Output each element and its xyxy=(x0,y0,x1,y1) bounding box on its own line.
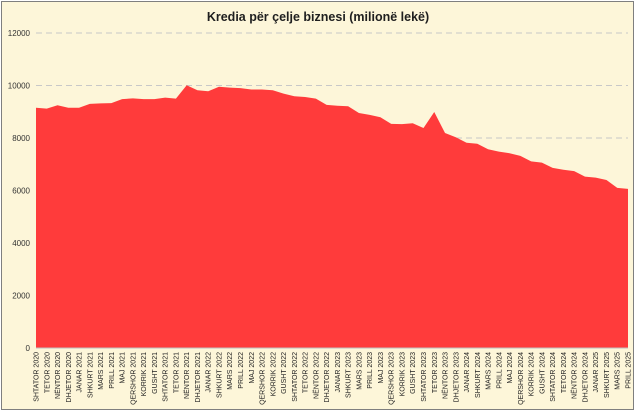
x-tick-label-46: KORRIK 2024 xyxy=(529,352,536,396)
y-tick-label-6: 12000 xyxy=(8,29,31,38)
y-tick-label-5: 10000 xyxy=(8,82,31,91)
x-tick-label-25: TETOR 2022 xyxy=(303,352,310,393)
x-tick-label-24: SHTATOR 2022 xyxy=(292,352,299,402)
x-tick-label-50: NËNTOR 2024 xyxy=(571,352,579,399)
x-tick-label-18: MARS 2022 xyxy=(227,352,234,390)
x-tick-label-32: MAJ 2023 xyxy=(378,352,385,384)
x-tick-label-11: GUSHT 2021 xyxy=(152,352,159,394)
x-tick-label-8: MAJ 2021 xyxy=(120,352,127,384)
x-tick-label-43: PRILL 2024 xyxy=(496,352,503,389)
x-tick-label-52: JANAR 2025 xyxy=(593,352,600,393)
x-tick-label-48: SHTATOR 2024 xyxy=(550,352,557,402)
x-tick-label-14: NËNTOR 2021 xyxy=(183,352,191,399)
x-tick-label-0: SHTATOR 2020 xyxy=(34,352,41,402)
x-tick-label-36: SHTATOR 2023 xyxy=(421,352,428,402)
x-tick-label-9: QERSHOR 2021 xyxy=(130,352,137,405)
x-tick-label-33: QERSHOR 2023 xyxy=(389,352,396,405)
x-tick-label-45: QERSHOR 2024 xyxy=(518,352,525,405)
x-tick-label-38: NËNTOR 2023 xyxy=(442,352,450,399)
y-tick-label-1: 2000 xyxy=(12,292,30,301)
y-tick-label-0: 0 xyxy=(26,344,31,353)
y-tick-label-2: 4000 xyxy=(12,239,30,248)
x-tick-label-28: JANAR 2023 xyxy=(335,352,342,393)
y-tick-label-3: 6000 xyxy=(12,187,30,196)
x-tick-label-17: SHKURT 2022 xyxy=(216,352,223,398)
x-tick-label-7: PRILL 2021 xyxy=(109,352,116,389)
x-tick-label-1: TETOR 2020 xyxy=(44,352,51,393)
x-tick-label-26: NËNTOR 2022 xyxy=(312,352,320,399)
x-tick-label-2: NËNTOR 2020 xyxy=(54,352,62,399)
x-tick-label-15: DHJETOR 2021 xyxy=(195,352,202,403)
x-tick-label-47: GUSHT 2024 xyxy=(539,352,546,394)
x-tick-label-41: SHKURT 2024 xyxy=(475,352,482,398)
x-tick-label-3: DHJETOR 2020 xyxy=(66,352,73,403)
chart-title: Kredia për çelje biznesi (milionë lekë) xyxy=(207,10,429,24)
x-tick-label-19: PRILL 2022 xyxy=(238,352,245,389)
x-tick-label-20: MAJ 2022 xyxy=(249,352,256,384)
x-tick-label-35: GUSHT 2023 xyxy=(410,352,417,394)
x-axis: SHTATOR 2020 TETOR 2020 NËNTOR 2020 DHJETOR… xyxy=(34,352,633,405)
x-tick-label-51: DHJETOR 2024 xyxy=(582,352,589,403)
x-tick-label-16: JANAR 2022 xyxy=(206,352,213,393)
x-tick-label-49: TETOR 2024 xyxy=(561,352,568,393)
x-tick-label-10: KORRIK 2021 xyxy=(141,352,148,396)
y-axis: 0 2000 4000 6000 8000 10000 12000 xyxy=(8,29,31,353)
area-fill xyxy=(36,85,628,349)
x-tick-label-34: KORRIK 2023 xyxy=(399,352,406,396)
x-tick-label-30: MARS 2023 xyxy=(356,352,363,390)
x-tick-label-21: QERSHOR 2022 xyxy=(260,352,267,405)
x-tick-label-27: DHJETOR 2022 xyxy=(324,352,331,403)
x-tick-label-22: KORRIK 2022 xyxy=(270,352,277,396)
x-tick-label-5: SHKURT 2021 xyxy=(87,352,94,398)
x-tick-label-13: TETOR 2021 xyxy=(173,352,180,393)
x-tick-label-12: SHTATOR 2021 xyxy=(163,352,170,402)
x-tick-label-23: GUSHT 2022 xyxy=(281,352,288,394)
x-tick-label-42: MARS 2024 xyxy=(486,352,493,390)
x-tick-label-44: MAJ 2024 xyxy=(507,352,514,384)
x-tick-label-55: PRILL 2025 xyxy=(626,352,633,389)
x-tick-label-53: SHKURT 2025 xyxy=(604,352,611,398)
x-tick-label-37: TETOR 2023 xyxy=(432,352,439,393)
x-tick-label-40: JANAR 2024 xyxy=(464,352,471,393)
x-tick-label-39: DHJETOR 2023 xyxy=(453,352,460,403)
x-tick-label-6: MARS 2021 xyxy=(98,352,105,390)
area-series xyxy=(36,85,628,349)
x-tick-label-29: SHKURT 2023 xyxy=(346,352,353,398)
x-tick-label-31: PRILL 2023 xyxy=(367,352,374,389)
x-tick-label-4: JANAR 2021 xyxy=(77,352,84,393)
x-tick-label-54: MARS 2025 xyxy=(615,352,622,390)
y-tick-label-4: 8000 xyxy=(12,134,30,143)
